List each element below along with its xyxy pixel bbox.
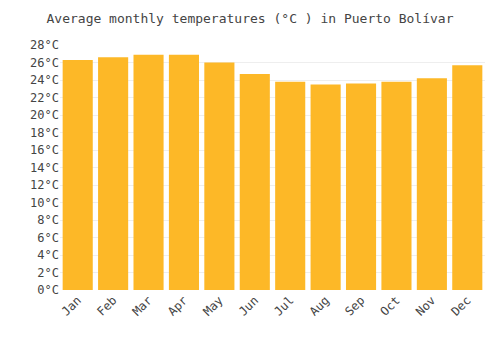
svg-text:Aug: Aug — [307, 293, 332, 318]
svg-text:Sep: Sep — [342, 293, 367, 318]
svg-text:12°C: 12°C — [30, 178, 59, 192]
svg-text:4°C: 4°C — [37, 248, 59, 262]
svg-text:28°C: 28°C — [30, 38, 59, 52]
svg-text:Nov: Nov — [413, 293, 438, 318]
svg-text:Jun: Jun — [236, 293, 261, 318]
svg-text:6°C: 6°C — [37, 231, 59, 245]
svg-text:8°C: 8°C — [37, 213, 59, 227]
svg-text:26°C: 26°C — [30, 56, 59, 70]
svg-text:Oct: Oct — [378, 293, 403, 318]
svg-text:20°C: 20°C — [30, 108, 59, 122]
svg-text:0°C: 0°C — [37, 283, 59, 297]
svg-text:Jul: Jul — [271, 293, 296, 318]
svg-text:Dec: Dec — [448, 293, 473, 318]
svg-text:Jan: Jan — [59, 293, 84, 318]
svg-text:10°C: 10°C — [30, 196, 59, 210]
svg-text:Feb: Feb — [94, 293, 119, 318]
svg-text:Average monthly temperatures (: Average monthly temperatures (°C ) in Pu… — [47, 11, 454, 26]
svg-text:24°C: 24°C — [30, 73, 59, 87]
svg-text:22°C: 22°C — [30, 91, 59, 105]
svg-text:2°C: 2°C — [37, 266, 59, 280]
svg-text:14°C: 14°C — [30, 161, 59, 175]
svg-text:Mar: Mar — [130, 293, 155, 318]
svg-text:16°C: 16°C — [30, 143, 59, 157]
svg-text:May: May — [201, 293, 226, 318]
svg-text:Apr: Apr — [165, 293, 190, 318]
svg-text:18°C: 18°C — [30, 126, 59, 140]
